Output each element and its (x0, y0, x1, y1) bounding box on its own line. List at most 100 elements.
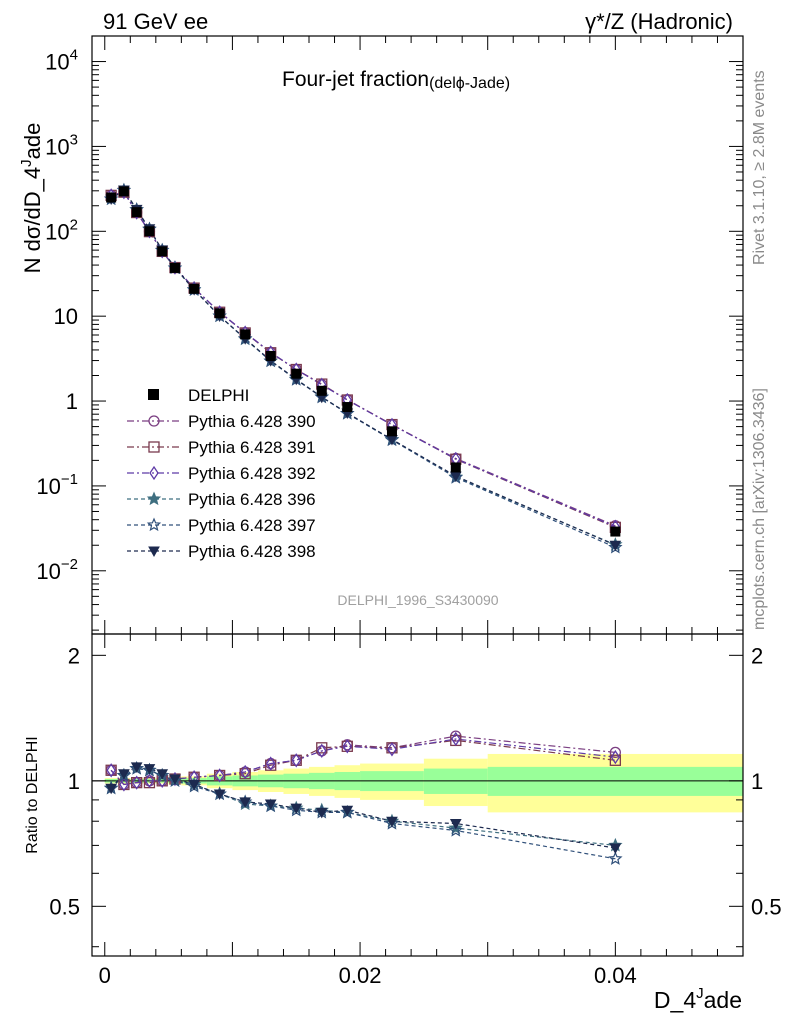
legend-marker (146, 517, 162, 532)
series-point-ratio (342, 739, 353, 754)
ratio-band-inner (487, 766, 743, 796)
legend-label: Pythia 6.428 391 (188, 438, 316, 457)
series-point-ratio (156, 769, 169, 780)
series-point-ratio (169, 774, 181, 786)
y-tick-label-exp: −2 (61, 556, 78, 573)
plot-title-sub: (del (429, 75, 456, 92)
series-line-main (110, 191, 616, 527)
data-point (189, 283, 200, 294)
x-tick-label: 0 (99, 963, 111, 988)
data-point (157, 246, 168, 257)
ratio-axis-label: Ratio to DELPHI (24, 736, 41, 853)
ratio-tick-label-right: 2 (751, 643, 763, 668)
y-tick-label-base: 10 (45, 219, 69, 244)
rivet-version-label: Rivet 3.1.10, ≥ 2.8M events (751, 70, 768, 265)
series-point-ratio (144, 773, 155, 788)
series-point-ratio (265, 756, 276, 771)
y-tick-label-base: 10 (45, 50, 69, 75)
data-point (265, 350, 276, 361)
series-point-ratio (609, 746, 622, 759)
y-tick-label-base: 10 (36, 474, 60, 499)
series-point-ratio (387, 742, 397, 757)
legend-label: Pythia 6.428 397 (188, 516, 316, 535)
data-point (214, 308, 225, 319)
series-point-ratio (214, 768, 225, 783)
header-left-label: 91 GeV ee (103, 9, 208, 34)
y-axis-label-sup: J (18, 159, 35, 167)
legend-item: Pythia 6.428 390 (127, 412, 316, 431)
series-point-main (609, 540, 622, 552)
data-point (450, 462, 461, 473)
y-tick-label-exp: 2 (70, 216, 78, 233)
legend-item: Pythia 6.428 391 (127, 438, 316, 457)
series-line-ratio (110, 739, 616, 786)
y-tick-label: 10−1 (36, 471, 78, 499)
ratio-tick-label-left: 2 (68, 643, 80, 668)
y-tick-label-exp: −1 (61, 471, 78, 488)
series-line-main (110, 189, 616, 546)
legend-marker (148, 389, 159, 400)
series-point-ratio (188, 779, 200, 791)
data-point (316, 385, 327, 396)
series-point-ratio (213, 789, 226, 800)
y-tick-label-base: 1 (66, 389, 78, 414)
series-point-ratio (341, 805, 354, 817)
series-point-ratio (264, 799, 277, 810)
y-axis-label: N dσ/dD_4Jade (18, 123, 45, 274)
y-tick-label: 10−2 (36, 556, 78, 584)
series-point-ratio (449, 818, 462, 830)
legend-marker (148, 441, 160, 453)
ratio-tick-label-right: 0.5 (751, 894, 782, 919)
header-right-label: γ*/Z (Hadronic) (585, 9, 733, 34)
legend-marker (149, 465, 159, 481)
series-point-ratio (451, 731, 461, 747)
series-line-main (110, 189, 616, 546)
legend-item: Pythia 6.428 397 (127, 516, 316, 535)
y-tick-label: 102 (45, 216, 78, 244)
x-tick-label: 0.04 (594, 963, 637, 988)
series-point-ratio (106, 763, 116, 778)
series-point-ratio (386, 816, 398, 828)
x-axis-label-end: ade (704, 987, 742, 1013)
legend: DELPHI Pythia 6.428 390 Pythia 6.428 391 Py… (127, 386, 316, 561)
data-point (106, 192, 117, 203)
plot-title-main: Four-jet fraction (282, 68, 429, 91)
series-point-ratio (291, 753, 302, 768)
y-tick-label-exp: 4 (70, 47, 78, 64)
legend-item: Pythia 6.428 392 (127, 464, 316, 483)
series-point-ratio (316, 742, 328, 754)
y-tick-label-base: 10 (45, 134, 69, 159)
legend-label: Pythia 6.428 390 (188, 412, 316, 431)
data-point (240, 329, 251, 340)
series-point-ratio (610, 749, 621, 765)
y-axis-label-end: ade (20, 123, 45, 160)
ratio-tick-label-right: 1 (751, 769, 763, 794)
data-point (169, 262, 180, 273)
data-point (131, 207, 142, 218)
legend-label: DELPHI (188, 386, 249, 405)
legend-marker (148, 546, 160, 558)
series-point-ratio (240, 764, 250, 780)
legend-item: Pythia 6.428 398 (127, 542, 316, 561)
data-point (386, 426, 397, 437)
y-tick-label: 103 (45, 131, 78, 159)
x-axis-label-sup: J (696, 985, 704, 1002)
plot-title-phi: ϕ (456, 75, 465, 92)
legend-item-data: DELPHI (148, 386, 249, 405)
legend-label: Pythia 6.428 396 (188, 490, 316, 509)
y-tick-label: 104 (45, 47, 78, 75)
y-tick-label: 10 (54, 304, 78, 329)
analysis-watermark: DELPHI_1996_S3430090 (337, 592, 498, 608)
data-point (118, 186, 129, 197)
series-point-ratio (609, 754, 622, 766)
series-point-ratio (316, 743, 327, 759)
y-tick-label-exp: 3 (70, 131, 78, 148)
y-tick-label-base: 10 (54, 304, 78, 329)
series-point-ratio (448, 822, 463, 837)
axis-ticks (92, 35, 743, 956)
x-tick-label: 0.02 (339, 963, 382, 988)
y-tick-label: 1 (66, 389, 78, 414)
series-lines (110, 189, 616, 860)
mcplots-label: mcplots.cern.ch [arXiv:1306.3436] (751, 388, 768, 630)
